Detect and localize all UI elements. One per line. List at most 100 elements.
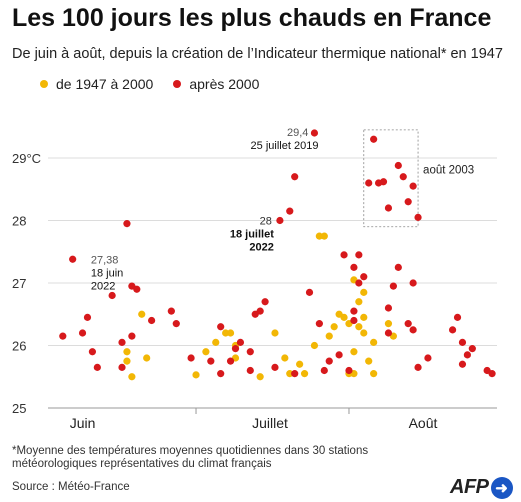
point-before-2000 [256,373,264,381]
point-after-2000 [256,307,264,315]
point-before-2000 [212,338,220,346]
legend-label-before-2000: de 1947 à 2000 [56,76,154,92]
point-before-2000 [138,310,146,318]
point-after-2000 [458,338,467,346]
annotation-year: 2022 [91,280,115,292]
point-before-2000 [286,370,294,378]
point-before-2000 [310,341,319,350]
point-after-2000 [246,366,254,375]
point-after-2000 [409,326,417,334]
point-after-2000 [231,345,240,353]
point-after-2000 [394,263,402,271]
point-before-2000 [360,288,368,296]
point-after-2000 [384,304,393,312]
point-after-2000 [370,135,378,143]
point-before-2000 [325,332,333,340]
y-tick-label: 28 [12,214,26,229]
point-after-2000 [118,363,126,371]
point-before-2000 [123,348,131,356]
point-after-2000 [389,282,397,290]
point-after-2000 [148,316,156,325]
legend-marker-before-2000 [40,80,48,88]
point-after-2000 [291,173,299,181]
point-after-2000 [409,182,417,190]
point-after-2000 [409,279,417,287]
point-after-2000 [291,370,299,378]
point-after-2000 [379,178,388,186]
point-before-2000 [365,357,373,365]
source-note: Source : Météo-France [12,481,130,493]
point-before-2000 [281,354,289,362]
point-before-2000 [355,323,363,331]
point-after-2000 [458,360,467,368]
point-after-2000 [123,220,131,228]
y-tick-label: 27 [12,276,26,291]
chart-subtitle: De juin à août, depuis la création de l’… [12,46,503,62]
point-after-2000 [286,207,294,215]
point-after-2000 [404,320,412,328]
point-after-2000 [488,370,496,378]
point-before-2000 [384,320,393,328]
x-month-label: Juin [70,415,96,431]
point-after-2000 [167,307,175,315]
point-after-2000 [468,345,476,353]
legend-item-after-2000: après 2000 [173,76,259,92]
point-before-2000 [330,323,338,331]
point-after-2000 [128,332,136,340]
point-before-2000 [128,373,136,381]
point-after-2000 [335,351,343,359]
afp-logo: AFP ➜ [450,476,513,499]
point-before-2000 [123,357,131,365]
point-after-2000 [414,363,422,371]
point-after-2000 [453,313,462,321]
y-tick-label: 25 [12,401,26,416]
point-before-2000 [370,338,378,346]
point-after-2000 [315,320,323,328]
annotation-value: 29,4 [287,127,308,139]
point-after-2000 [261,298,269,306]
point-after-2000 [365,179,373,187]
point-before-2000 [226,329,235,337]
point-after-2000 [133,285,141,293]
point-after-2000 [350,316,358,325]
point-after-2000 [360,273,368,281]
y-tick-label: 29°C [12,151,41,166]
point-after-2000 [399,173,407,181]
point-after-2000 [276,216,284,225]
point-before-2000 [202,348,210,356]
point-before-2000 [355,298,363,306]
x-month-label: Août [409,415,438,431]
annotation-value: 28 [260,216,272,228]
point-after-2000 [88,348,97,356]
point-after-2000 [217,323,225,331]
point-after-2000 [305,288,314,296]
point-before-2000 [315,232,323,240]
point-after-2000 [83,313,92,321]
point-before-2000 [370,370,378,378]
annotation-date: 18 juillet [230,229,274,241]
point-before-2000 [360,329,368,337]
point-after-2000 [320,366,328,375]
legend: de 1947 à 2000 après 2000 [40,76,279,92]
region-box-aout-2003 [363,129,419,228]
point-after-2000 [448,326,457,334]
point-after-2000 [404,198,412,206]
point-after-2000 [394,161,402,170]
point-after-2000 [59,332,67,340]
point-after-2000 [207,357,215,365]
point-after-2000 [384,329,393,337]
point-after-2000 [310,129,319,137]
point-after-2000 [226,357,235,365]
point-before-2000 [296,360,304,368]
y-tick-label: 26 [12,339,26,354]
region-label: août 2003 [423,165,474,177]
annotation-year: 2022 [249,242,273,254]
point-after-2000 [187,354,195,362]
annotation-date: 25 juillet 2019 [251,140,319,152]
point-before-2000 [360,313,368,321]
annotation-value: 27,38 [91,254,119,266]
point-after-2000 [414,213,422,221]
point-after-2000 [93,363,101,371]
point-after-2000 [69,255,77,263]
point-before-2000 [340,313,348,321]
